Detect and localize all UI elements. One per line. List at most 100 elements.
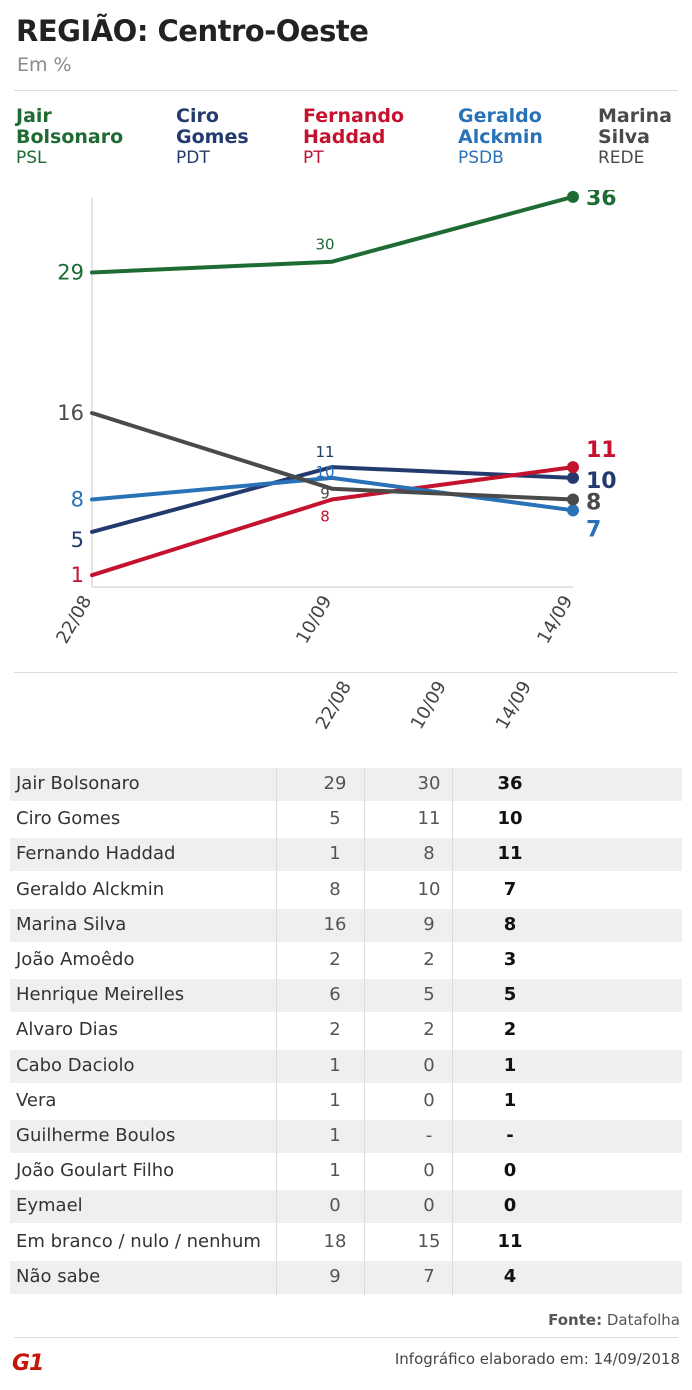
row-label: João Goulart Filho: [16, 1160, 175, 1182]
column-header: 14/09: [491, 677, 536, 733]
cell-value: 0: [423, 1195, 435, 1217]
row-label: Jair Bolsonaro: [16, 773, 140, 794]
cell-value: 0: [329, 1195, 341, 1217]
legend-item-bolsonaro: Jair Bolsonaro PSL: [16, 106, 156, 169]
cell-value: 16: [323, 913, 347, 935]
column-header: 22/08: [311, 677, 356, 733]
end-point: [567, 471, 579, 484]
table-row: Henrique Meirelles 6 5 5: [10, 979, 682, 1013]
series-line: [90, 465, 575, 534]
table-row: Cabo Daciolo 1 0 1: [10, 1049, 682, 1083]
cell-value: 5: [423, 984, 435, 1006]
cell-value: 1: [329, 843, 341, 865]
cell-value: 3: [503, 949, 517, 970]
row-label: Eymael: [16, 1195, 83, 1217]
x-tick-label: 14/09: [533, 592, 577, 647]
legend-party: REDE: [598, 148, 645, 168]
column-divider: [452, 768, 453, 1296]
legend-party: PSL: [16, 148, 47, 168]
row-label: Ciro Gomes: [16, 808, 121, 830]
cell-value: 8: [423, 843, 435, 865]
data-label: 29: [57, 261, 84, 285]
cell-value: 1: [329, 1089, 341, 1111]
data-label: 5: [71, 528, 84, 552]
cell-value: 0: [423, 1089, 435, 1111]
data-label: 30: [315, 236, 334, 254]
cell-value: 5: [329, 808, 341, 830]
cell-value: 8: [503, 913, 517, 935]
column-divider: [276, 768, 277, 1296]
series-line: [90, 411, 575, 502]
cell-value: 4: [503, 1265, 517, 1287]
cell-value: 18: [323, 1230, 347, 1252]
table-row: Vera 1 0 1: [10, 1085, 682, 1118]
table-row: Eymael 0 0 0: [10, 1190, 682, 1224]
table-row: Em branco / nulo / nenhum 18 15 11: [10, 1226, 682, 1259]
row-label: João Amoêdo: [16, 949, 135, 970]
table-row: João Amoêdo 2 2 3: [10, 944, 682, 977]
cell-value: 15: [417, 1230, 441, 1252]
data-label: 8: [320, 508, 330, 526]
data-label: 10: [586, 469, 617, 494]
cell-value: 1: [503, 1054, 517, 1076]
cell-value: 6: [329, 984, 341, 1006]
table-row: Alvaro Dias 2 2 2: [10, 1014, 682, 1047]
legend-party: PDT: [176, 148, 210, 168]
row-label: Em branco / nulo / nenhum: [16, 1230, 261, 1252]
legend-name: Marina Silva: [598, 105, 672, 148]
end-point: [567, 190, 579, 203]
divider: [14, 90, 678, 91]
cell-value: 29: [323, 773, 347, 794]
cell-value: 30: [417, 773, 441, 794]
cell-value: 5: [503, 984, 517, 1006]
legend-name: Jair Bolsonaro: [16, 105, 124, 148]
cell-value: 0: [503, 1195, 517, 1217]
data-label: 10: [315, 463, 334, 481]
row-label: Geraldo Alckmin: [16, 878, 165, 900]
cell-value: 2: [423, 949, 435, 970]
column-divider: [364, 768, 365, 1296]
cell-value: 11: [497, 843, 523, 865]
cell-value: 7: [503, 878, 517, 900]
table-row: João Goulart Filho 1 0 0: [10, 1155, 682, 1188]
table-row: Ciro Gomes 5 11 10: [10, 803, 682, 836]
table-row: Guilherme Boulos 1 - -: [10, 1120, 682, 1153]
data-label: 11: [315, 443, 334, 461]
table-row: Jair Bolsonaro 29 30 36: [10, 768, 682, 801]
legend-party: PSDB: [458, 148, 504, 168]
series-line: [90, 194, 575, 275]
data-label: 9: [320, 485, 330, 503]
cell-value: -: [506, 1125, 514, 1146]
data-label: 7: [586, 517, 601, 542]
table-row: Geraldo Alckmin 8 10 7: [10, 874, 682, 907]
cell-value: 10: [497, 808, 523, 830]
data-label: 16: [57, 401, 84, 425]
legend-name: Ciro Gomes: [176, 105, 249, 148]
series-line: [90, 465, 575, 578]
cell-value: 1: [329, 1160, 341, 1182]
cell-value: 10: [417, 878, 441, 900]
row-label: Fernando Haddad: [16, 843, 176, 865]
data-label: 11: [586, 438, 617, 463]
cell-value: -: [425, 1125, 433, 1146]
divider: [14, 1337, 678, 1338]
data-label: 8: [71, 488, 84, 512]
cell-value: 2: [329, 949, 341, 970]
data-label: 8: [586, 491, 601, 516]
row-label: Henrique Meirelles: [16, 984, 185, 1006]
row-label: Alvaro Dias: [16, 1019, 119, 1041]
legend-party: PT: [303, 148, 324, 168]
column-header: 10/09: [406, 677, 451, 733]
cell-value: 1: [329, 1054, 341, 1076]
legend-item-haddad: Fernando Haddad PT: [303, 106, 443, 169]
cell-value: 0: [423, 1160, 435, 1182]
cell-value: 11: [417, 808, 441, 830]
source-note: Fonte: Datafolha: [548, 1311, 680, 1329]
divider: [14, 672, 678, 673]
cell-value: 11: [497, 1230, 523, 1252]
cell-value: 36: [497, 773, 523, 794]
table-row: Fernando Haddad 1 8 11: [10, 838, 682, 872]
series-line: [90, 475, 575, 513]
table-row: Marina Silva 16 9 8: [10, 908, 682, 942]
